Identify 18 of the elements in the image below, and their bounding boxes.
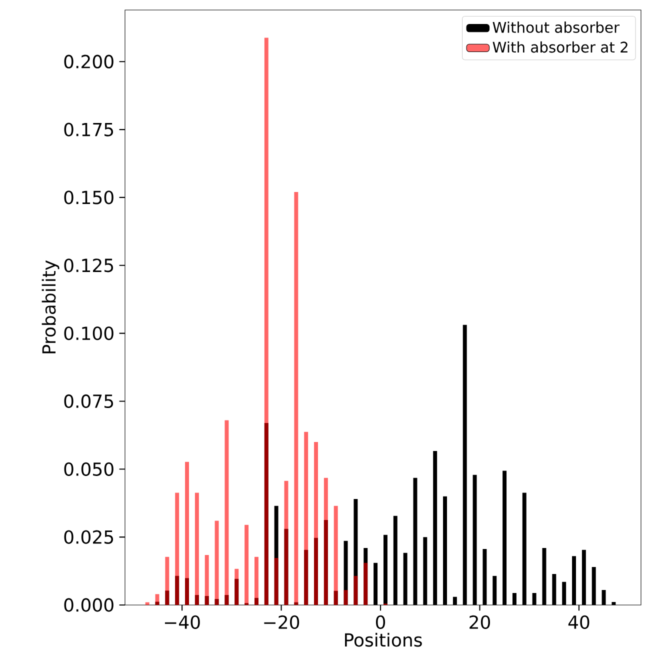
y-tick-label: 0.200 (64, 54, 114, 68)
y-tick-label: 0.000 (64, 598, 114, 612)
y-tick-label: 0.025 (64, 530, 114, 544)
x-tick-label: −40 (164, 615, 200, 630)
y-tick-label: 0.175 (64, 122, 114, 136)
x-tick-label: −20 (264, 615, 300, 630)
legend-label: With absorber at 2 (492, 41, 628, 53)
y-tick-label: 0.075 (64, 394, 114, 408)
legend-label: Without absorber (492, 22, 620, 33)
x-tick-label: 0 (376, 615, 386, 630)
x-tick-label: 40 (568, 615, 590, 630)
x-axis-title: Positions (345, 632, 422, 647)
y-tick-label: 0.050 (64, 462, 114, 476)
y-tick-label: 0.150 (64, 190, 114, 204)
y-axis-title: Probability (42, 260, 60, 354)
x-tick-label: 20 (470, 615, 490, 630)
y-tick-label: 0.125 (64, 258, 114, 272)
y-tick-label: 0.100 (64, 326, 114, 340)
